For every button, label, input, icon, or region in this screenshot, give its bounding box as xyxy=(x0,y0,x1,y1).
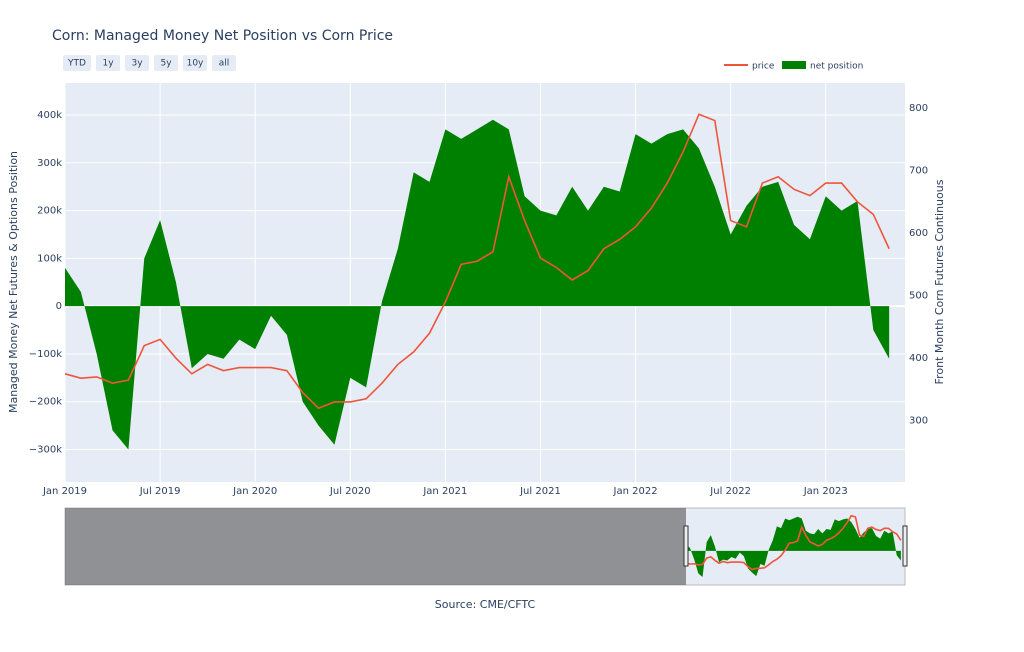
y-tick-label: −300k xyxy=(29,445,62,456)
button-label[interactable]: YTD xyxy=(67,59,86,69)
y2-axis-title: Front Month Corn Futures Continuous xyxy=(933,179,946,384)
y-tick-label: 200k xyxy=(37,206,62,217)
range-slider-mask[interactable] xyxy=(65,508,686,585)
y-axis-title: Managed Money Net Futures & Options Posi… xyxy=(7,151,20,413)
x-tick-label: Jul 2020 xyxy=(329,486,371,497)
button-label[interactable]: 3y xyxy=(131,59,143,69)
range-slider-preview xyxy=(685,514,902,578)
x-tick-label: Jan 2019 xyxy=(42,486,87,497)
x-tick-label: Jul 2022 xyxy=(709,486,751,497)
net-position-area xyxy=(686,516,901,578)
range-button[interactable]: YTD xyxy=(63,55,91,71)
legend-label[interactable]: net position xyxy=(810,62,863,72)
legend-swatch[interactable] xyxy=(782,61,806,69)
range-button[interactable]: 3y xyxy=(125,55,149,71)
x-tick-label: Jul 2019 xyxy=(139,486,181,497)
button-label[interactable]: all xyxy=(219,59,230,69)
range-button[interactable]: 1y xyxy=(96,55,120,71)
x-tick-label: Jan 2020 xyxy=(232,486,277,497)
range-button[interactable]: 10y xyxy=(183,55,207,71)
x-tick-label: Jan 2022 xyxy=(613,486,658,497)
y2-tick-label: 300 xyxy=(909,416,928,427)
y-tick-label: −200k xyxy=(29,397,62,408)
source-note: Source: CME/CFTC xyxy=(435,598,536,611)
x-tick-label: Jan 2021 xyxy=(422,486,467,497)
y-tick-label: 0 xyxy=(56,301,62,312)
y2-tick-label: 600 xyxy=(909,228,928,239)
net-position-area xyxy=(65,119,890,450)
button-bg[interactable] xyxy=(154,55,178,71)
range-handle[interactable] xyxy=(902,525,908,567)
button-bg[interactable] xyxy=(212,55,236,71)
y-tick-label: 100k xyxy=(37,253,62,264)
range-button[interactable]: 5y xyxy=(154,55,178,71)
y2-tick-label: 400 xyxy=(909,353,928,364)
button-bg[interactable] xyxy=(96,55,120,71)
y-tick-label: 300k xyxy=(37,158,62,169)
button-label[interactable]: 5y xyxy=(160,59,172,69)
y-tick-label: −100k xyxy=(29,349,62,360)
button-bg[interactable] xyxy=(63,55,91,71)
x-tick-label: Jan 2023 xyxy=(803,486,848,497)
y2-tick-label: 700 xyxy=(909,166,928,177)
legend-label[interactable]: price xyxy=(752,62,775,72)
button-bg[interactable] xyxy=(183,55,207,71)
y2-tick-label: 800 xyxy=(909,103,928,114)
price-line xyxy=(64,113,890,410)
y-tick-label: 400k xyxy=(37,110,62,121)
chart-title: Corn: Managed Money Net Position vs Corn… xyxy=(52,28,393,44)
y2-tick-label: 500 xyxy=(909,291,928,302)
x-tick-label: Jul 2021 xyxy=(519,486,561,497)
range-button[interactable]: all xyxy=(212,55,236,71)
button-label[interactable]: 10y xyxy=(187,59,204,69)
button-label[interactable]: 1y xyxy=(102,59,114,69)
price-line xyxy=(685,514,902,571)
button-bg[interactable] xyxy=(125,55,149,71)
range-handle[interactable] xyxy=(683,525,689,567)
